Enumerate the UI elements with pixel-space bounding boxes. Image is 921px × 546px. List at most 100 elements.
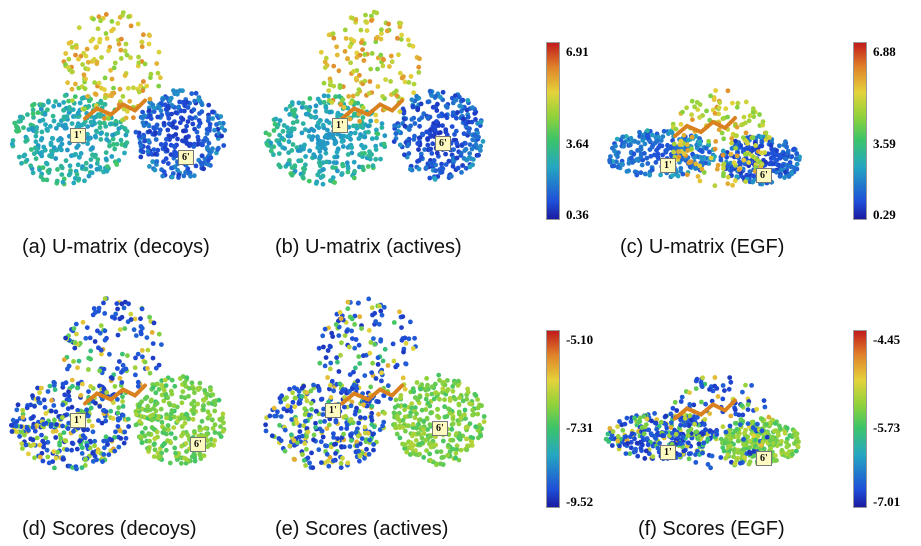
surface-point: [97, 368, 103, 374]
surface-point: [282, 397, 288, 402]
surface-point: [733, 178, 738, 184]
surface-point: [24, 425, 30, 431]
surface-point: [49, 152, 55, 158]
surface-point: [147, 129, 153, 134]
surface-point: [686, 440, 691, 446]
surface-point: [439, 161, 444, 167]
surface-point: [205, 438, 210, 444]
surface-point: [330, 175, 336, 181]
surface-point: [147, 96, 153, 102]
surface-point: [123, 132, 129, 138]
surface-point: [84, 325, 90, 330]
panel-c: 1' 6': [590, 30, 840, 230]
surface-point: [783, 169, 788, 175]
surface-point: [371, 447, 376, 453]
surface-point: [61, 357, 67, 363]
surface-point: [282, 448, 288, 454]
surface-point: [152, 167, 158, 173]
surface-point: [658, 172, 663, 178]
surface-point: [54, 422, 59, 427]
surface-point: [429, 93, 434, 98]
surface-point: [112, 384, 118, 389]
surface-point: [327, 343, 333, 349]
surface-point: [122, 429, 128, 435]
surface-point: [415, 431, 421, 436]
surface-point: [296, 100, 302, 106]
surface-point: [23, 442, 29, 448]
surface-point: [443, 127, 449, 132]
surface-point: [623, 451, 629, 456]
surface-point: [342, 404, 347, 410]
surface-point: [311, 432, 317, 438]
surface-point: [631, 151, 637, 157]
surface-point: [137, 419, 143, 424]
surface-point: [346, 94, 351, 99]
surface-point: [168, 431, 174, 436]
surface-point: [82, 86, 88, 92]
surface-point: [76, 56, 81, 62]
surface-point: [704, 108, 709, 114]
surface-point: [467, 164, 473, 170]
surface-point: [119, 380, 125, 385]
surface-point: [156, 414, 161, 419]
surface-point: [183, 441, 189, 446]
surface-point: [408, 319, 413, 325]
surface-point: [103, 31, 109, 36]
surface-point: [743, 130, 749, 136]
surface-point: [678, 165, 684, 171]
surface-point: [747, 113, 753, 119]
surface-point: [360, 47, 365, 52]
surface-point: [204, 145, 210, 150]
surface-point: [199, 418, 205, 424]
surface-point: [469, 439, 475, 445]
surface-point: [43, 122, 48, 127]
surface-point: [121, 440, 127, 446]
surface-point: [446, 406, 451, 412]
surface-point: [354, 55, 360, 60]
surface-point: [79, 465, 85, 471]
surface-point: [145, 366, 150, 371]
surface-point: [302, 412, 308, 417]
surface-point: [379, 312, 385, 318]
surface-point: [694, 376, 700, 382]
surface-point: [298, 158, 304, 164]
surface-point: [382, 410, 387, 416]
surface-point: [789, 154, 795, 159]
surface-point: [766, 414, 772, 420]
surface-point: [20, 415, 26, 420]
surface-point: [712, 375, 718, 380]
surface-point: [695, 414, 700, 420]
surface-point: [681, 151, 687, 157]
surface-point: [327, 382, 333, 388]
surface-point: [127, 98, 133, 104]
surface-point: [779, 447, 785, 453]
surface-point: [278, 414, 284, 419]
surface-point: [96, 14, 102, 20]
surface-point: [112, 315, 118, 321]
surface-point: [348, 136, 353, 142]
surface-point: [185, 166, 191, 172]
surface-point: [466, 119, 472, 125]
surface-point: [210, 426, 216, 431]
surface-point: [683, 422, 688, 428]
surface-point: [100, 459, 105, 464]
surface-point: [152, 447, 158, 453]
surface-point: [402, 116, 407, 122]
surface-point: [400, 314, 406, 319]
surface-point: [109, 376, 115, 381]
surface-point: [178, 460, 184, 466]
surface-point: [85, 94, 90, 99]
colorbar-tick: 3.64: [566, 136, 589, 151]
surface-point: [355, 433, 361, 439]
surface-point: [720, 424, 726, 430]
surface-point: [357, 124, 363, 129]
surface-point: [760, 439, 766, 445]
surface-point: [400, 375, 406, 381]
surface-point: [357, 361, 363, 366]
surface-point: [64, 447, 70, 453]
surface-point: [362, 78, 368, 84]
surface-point: [61, 100, 67, 105]
surface-point: [197, 380, 203, 386]
surface-point: [172, 445, 178, 451]
surface-point: [145, 403, 151, 409]
